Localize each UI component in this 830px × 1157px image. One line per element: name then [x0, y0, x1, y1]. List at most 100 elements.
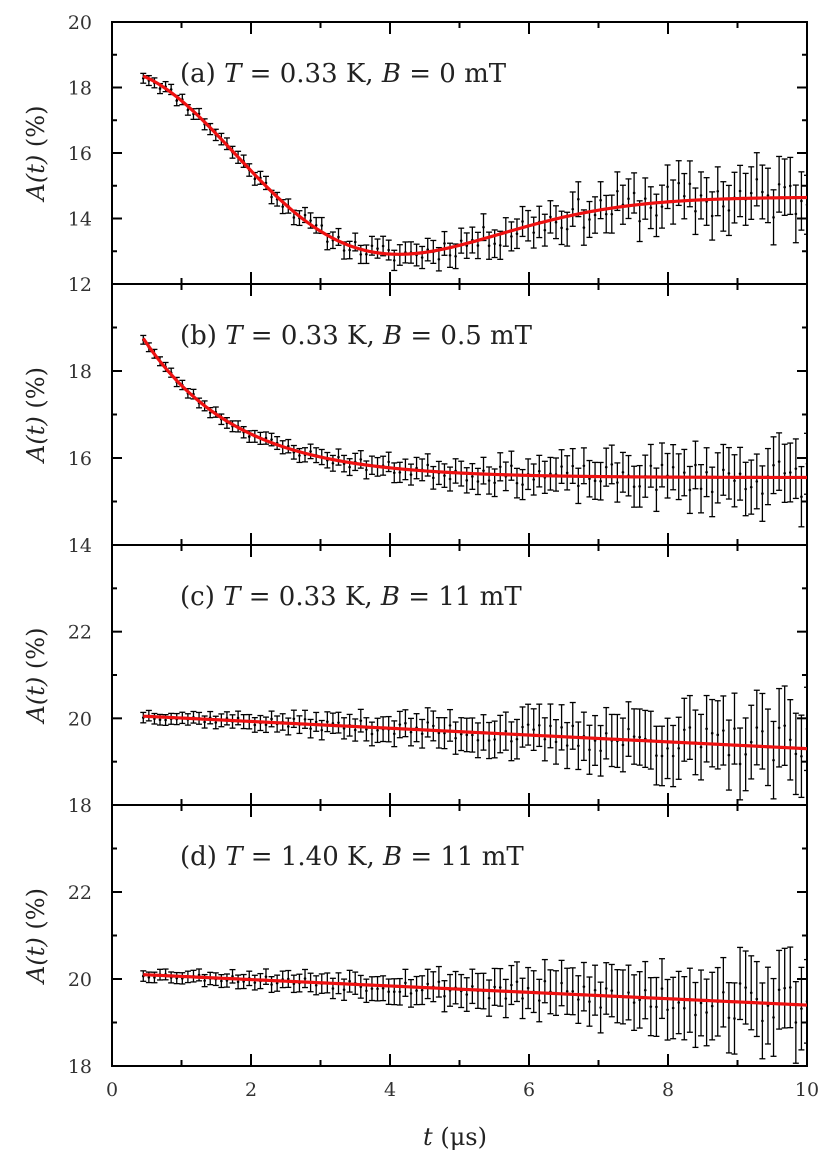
data-point	[502, 711, 509, 751]
data-point	[608, 194, 615, 234]
data-point	[396, 977, 403, 1006]
data-point	[586, 976, 593, 1027]
data-point	[463, 717, 470, 753]
data-point	[463, 977, 470, 1012]
data-point	[575, 467, 582, 505]
panel-annotation: (a) T = 0.33 K, B = 0 mT	[180, 59, 507, 89]
data-point	[251, 974, 258, 991]
data-point	[407, 463, 414, 486]
data-point	[642, 709, 649, 769]
data-point	[407, 717, 414, 747]
fit-curve	[141, 337, 807, 480]
data-point	[541, 717, 548, 762]
data-point	[290, 974, 297, 994]
y-axis-label: A(t) (%)	[22, 106, 50, 203]
data-point	[235, 710, 242, 726]
data-point	[597, 724, 604, 777]
data-point	[458, 227, 465, 254]
x-tick-label: 6	[523, 1079, 535, 1101]
data-point	[764, 167, 771, 224]
data-series	[140, 685, 807, 801]
x-tick-label: 4	[384, 1079, 396, 1101]
data-point	[391, 978, 398, 1006]
data-point	[792, 981, 799, 1064]
x-axis-label: t (μs)	[423, 1123, 487, 1151]
data-point	[212, 715, 219, 730]
data-point	[580, 961, 587, 1012]
data-point	[720, 443, 727, 496]
panel-annotation: (d) T = 1.40 K, B = 11 mT	[180, 842, 524, 872]
data-point	[391, 720, 398, 748]
data-point	[792, 184, 799, 244]
data-point	[491, 967, 498, 1006]
data-point	[658, 442, 665, 488]
x-tick-label: 0	[106, 1079, 118, 1101]
data-point	[804, 686, 807, 772]
data-point	[619, 717, 626, 773]
data-point	[698, 713, 705, 781]
data-point	[352, 718, 359, 742]
data-point	[753, 689, 760, 766]
data-point	[536, 978, 543, 1023]
data-point	[725, 982, 732, 1054]
data-point	[413, 975, 420, 1006]
fit-curve	[142, 74, 807, 256]
data-point	[268, 710, 275, 728]
data-point	[452, 458, 459, 484]
data-series	[140, 946, 807, 1064]
y-tick-label: 20	[68, 12, 92, 34]
data-series	[140, 334, 807, 528]
data-point	[603, 706, 610, 760]
data-point	[709, 971, 716, 1041]
data-point	[787, 699, 794, 781]
data-point	[614, 171, 621, 212]
data-point	[720, 695, 727, 766]
data-point	[558, 704, 565, 751]
data-point	[631, 172, 638, 214]
data-point	[619, 451, 626, 493]
data-point	[419, 718, 426, 749]
data-point	[357, 450, 364, 469]
panels: 12 14 16 18 20 A(t) (%) (a) T = 0.33 K, B = 0 …	[22, 12, 808, 1078]
data-point	[636, 464, 643, 508]
data-point	[424, 237, 431, 262]
data-point	[681, 172, 688, 220]
data-point	[279, 970, 286, 989]
data-point	[614, 462, 621, 503]
data-point	[480, 213, 487, 242]
data-point	[525, 966, 532, 1010]
data-point	[787, 946, 794, 1029]
data-point	[703, 177, 710, 226]
data-point	[329, 712, 336, 735]
data-point	[759, 982, 766, 1060]
data-point	[447, 466, 454, 492]
data-point	[469, 462, 476, 490]
data-point	[653, 976, 660, 1038]
data-point	[223, 973, 230, 988]
y-tick-label: 18	[68, 78, 92, 100]
data-point	[474, 231, 481, 260]
data-point	[564, 721, 571, 770]
data-point	[491, 720, 498, 759]
fit-curve	[143, 973, 807, 1007]
data-point	[658, 184, 665, 229]
data-point	[441, 980, 448, 1013]
data-point	[502, 978, 509, 1019]
data-point	[469, 717, 476, 753]
y-tick-label: 18	[68, 1056, 92, 1078]
data-point	[580, 447, 587, 485]
data-point	[525, 703, 532, 746]
data-point	[731, 982, 738, 1055]
data-point	[776, 432, 783, 491]
data-point	[625, 178, 632, 220]
data-point	[670, 976, 677, 1040]
data-point	[486, 721, 493, 760]
data-point	[664, 717, 671, 780]
data-point	[776, 155, 783, 213]
data-point	[513, 961, 520, 1003]
data-point	[207, 710, 214, 725]
data-point	[753, 453, 760, 510]
y-tick-label: 14	[68, 535, 92, 557]
data-point	[530, 708, 537, 752]
data-point	[703, 978, 710, 1047]
